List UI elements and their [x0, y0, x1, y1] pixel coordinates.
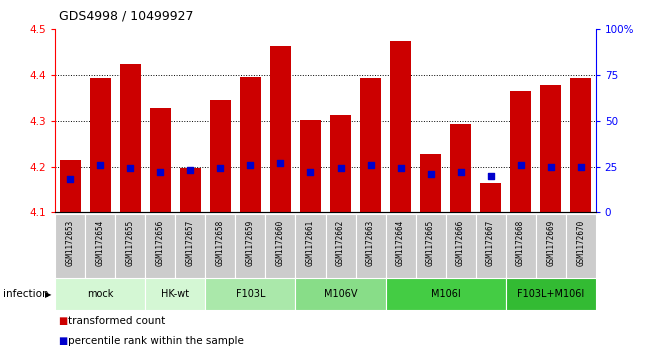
Point: [365, 162, 376, 168]
Point: [275, 160, 286, 166]
Text: F103L+M106I: F103L+M106I: [517, 289, 584, 299]
Text: GSM1172657: GSM1172657: [186, 219, 195, 265]
Text: GSM1172659: GSM1172659: [246, 219, 255, 265]
Bar: [570, 78, 591, 212]
Text: GSM1172663: GSM1172663: [366, 219, 375, 265]
Bar: [85, 214, 115, 278]
Text: GSM1172658: GSM1172658: [216, 219, 225, 265]
Bar: [536, 214, 566, 278]
Point: [215, 166, 226, 171]
Text: mock: mock: [87, 289, 113, 299]
Text: ■: ■: [59, 316, 68, 326]
Point: [305, 169, 316, 175]
Text: GSM1172662: GSM1172662: [336, 219, 345, 265]
Bar: [266, 214, 296, 278]
Bar: [206, 278, 296, 310]
Bar: [240, 77, 261, 212]
Text: transformed count: transformed count: [68, 316, 165, 326]
Text: GSM1172653: GSM1172653: [66, 219, 75, 265]
Point: [395, 166, 406, 171]
Bar: [360, 78, 381, 212]
Bar: [390, 41, 411, 212]
Bar: [270, 46, 291, 212]
Bar: [145, 278, 206, 310]
Bar: [206, 214, 236, 278]
Bar: [60, 160, 81, 212]
Bar: [55, 214, 85, 278]
Bar: [150, 108, 171, 212]
Point: [125, 166, 135, 171]
Bar: [300, 120, 321, 212]
Text: GSM1172655: GSM1172655: [126, 219, 135, 265]
Point: [456, 169, 466, 175]
Bar: [450, 125, 471, 212]
Bar: [445, 214, 476, 278]
Bar: [566, 214, 596, 278]
Text: GSM1172656: GSM1172656: [156, 219, 165, 265]
Bar: [236, 214, 266, 278]
Bar: [90, 78, 111, 212]
Text: infection: infection: [3, 289, 49, 299]
Point: [335, 166, 346, 171]
Bar: [420, 154, 441, 212]
Text: GSM1172664: GSM1172664: [396, 219, 405, 265]
Bar: [296, 214, 326, 278]
Text: GSM1172669: GSM1172669: [546, 219, 555, 265]
Bar: [385, 214, 415, 278]
Bar: [540, 85, 561, 212]
Text: GSM1172667: GSM1172667: [486, 219, 495, 265]
Text: ■: ■: [59, 336, 68, 346]
Text: M106I: M106I: [431, 289, 460, 299]
Text: GSM1172661: GSM1172661: [306, 219, 315, 265]
Bar: [145, 214, 175, 278]
Point: [95, 162, 105, 168]
Bar: [480, 183, 501, 212]
Text: GSM1172666: GSM1172666: [456, 219, 465, 265]
Point: [546, 164, 556, 170]
Bar: [476, 214, 506, 278]
Point: [486, 173, 496, 179]
Bar: [330, 115, 351, 212]
Bar: [55, 278, 145, 310]
Bar: [510, 91, 531, 212]
Bar: [180, 168, 201, 212]
Point: [575, 164, 586, 170]
Text: GSM1172665: GSM1172665: [426, 219, 435, 265]
Text: GSM1172654: GSM1172654: [96, 219, 105, 265]
Point: [186, 167, 196, 173]
Bar: [326, 214, 355, 278]
Point: [245, 162, 256, 168]
Point: [516, 162, 526, 168]
Text: percentile rank within the sample: percentile rank within the sample: [68, 336, 244, 346]
Text: GSM1172670: GSM1172670: [576, 219, 585, 265]
Bar: [355, 214, 385, 278]
Bar: [506, 214, 536, 278]
Text: HK-wt: HK-wt: [161, 289, 189, 299]
Bar: [415, 214, 445, 278]
Bar: [385, 278, 506, 310]
Bar: [210, 100, 231, 212]
Bar: [296, 278, 385, 310]
Bar: [175, 214, 206, 278]
Text: M106V: M106V: [324, 289, 357, 299]
Point: [155, 169, 165, 175]
Bar: [506, 278, 596, 310]
Text: F103L: F103L: [236, 289, 265, 299]
Text: ▶: ▶: [45, 290, 51, 298]
Text: GDS4998 / 10499927: GDS4998 / 10499927: [59, 9, 193, 22]
Bar: [115, 214, 145, 278]
Text: GSM1172668: GSM1172668: [516, 219, 525, 265]
Point: [65, 176, 76, 182]
Bar: [120, 64, 141, 212]
Text: GSM1172660: GSM1172660: [276, 219, 285, 265]
Point: [425, 171, 436, 177]
